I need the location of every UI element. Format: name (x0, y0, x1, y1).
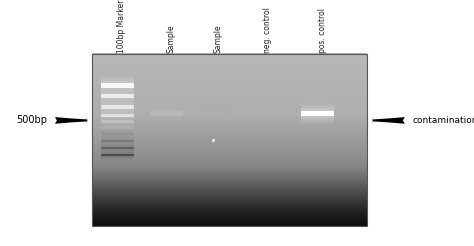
Bar (100, 111, 134, 119)
Bar (301, 111, 334, 116)
Bar (100, 94, 134, 98)
Bar (150, 103, 183, 124)
Bar (100, 109, 134, 122)
Bar (100, 88, 134, 104)
Bar (100, 120, 134, 123)
Bar (100, 90, 134, 103)
Bar (100, 79, 134, 91)
Bar (100, 139, 134, 143)
Bar (100, 143, 134, 153)
Bar (100, 133, 134, 135)
Bar (100, 102, 134, 112)
Bar (100, 100, 134, 113)
Bar (150, 111, 183, 116)
Bar (197, 107, 230, 120)
Bar (100, 81, 134, 90)
Bar (197, 111, 230, 116)
Bar (100, 146, 134, 150)
Bar (150, 107, 183, 120)
Bar (197, 103, 230, 124)
Bar (100, 131, 134, 137)
Bar (150, 109, 183, 118)
Bar (100, 153, 134, 157)
Bar (301, 109, 334, 118)
Bar (100, 152, 134, 158)
Bar (100, 151, 134, 159)
Text: neg. control: neg. control (263, 7, 272, 53)
Bar (100, 91, 134, 101)
Text: 500bp: 500bp (17, 115, 47, 125)
Bar (100, 129, 134, 139)
Text: Sample: Sample (167, 24, 176, 53)
Bar (100, 83, 134, 88)
Text: Sample: Sample (213, 24, 222, 53)
Bar (100, 119, 134, 123)
Bar (100, 116, 134, 127)
Text: 100bp Marker: 100bp Marker (117, 0, 126, 53)
Bar (100, 103, 134, 110)
Bar (150, 105, 183, 122)
Bar (100, 138, 134, 144)
Bar (100, 122, 134, 133)
Bar (100, 147, 134, 149)
Bar (301, 103, 334, 124)
Bar (100, 126, 134, 129)
Bar (92, 54, 367, 226)
Bar (100, 123, 134, 132)
Bar (100, 112, 134, 118)
Bar (197, 105, 230, 122)
Bar (100, 75, 134, 95)
Bar (100, 136, 134, 146)
Bar (100, 144, 134, 152)
Bar (100, 117, 134, 126)
Bar (100, 77, 134, 93)
Text: pos. control: pos. control (318, 8, 327, 53)
Bar (100, 105, 134, 108)
Bar (100, 154, 134, 156)
Text: contamination: contamination (412, 116, 474, 125)
Bar (100, 132, 134, 136)
Bar (100, 110, 134, 121)
Bar (100, 150, 134, 160)
Bar (301, 107, 334, 120)
Bar (100, 137, 134, 145)
Bar (100, 93, 134, 100)
Bar (301, 105, 334, 122)
Bar (197, 109, 230, 118)
Bar (100, 130, 134, 138)
Bar (100, 125, 134, 130)
Bar (100, 145, 134, 151)
Bar (100, 118, 134, 125)
Bar (100, 124, 134, 131)
Bar (100, 140, 134, 142)
Bar (100, 99, 134, 115)
Bar (100, 114, 134, 117)
